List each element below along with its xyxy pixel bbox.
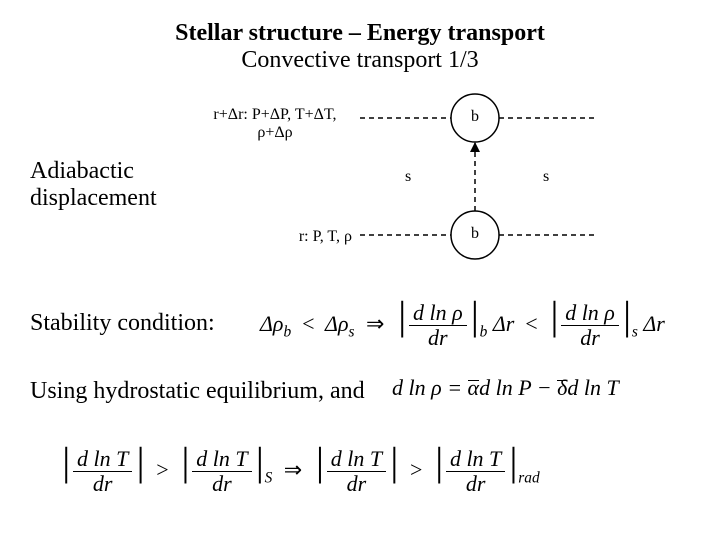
- equation-3: d ln Tdr > d ln TdrS ⇒ d ln Tdr > d ln T…: [60, 440, 540, 497]
- b-bottom: b: [471, 225, 479, 243]
- equilibrium-label: Using hydrostatic equilibrium, and: [30, 378, 365, 405]
- equation-2: d ln ρ = αd ln P − δd ln T: [392, 375, 619, 401]
- upper-state-line2: ρ+Δρ: [195, 124, 355, 142]
- lower-state-label: r: P, T, ρ: [232, 228, 352, 246]
- adiabatic-line2: displacement: [30, 185, 157, 212]
- equation-1: Δρb < Δρs ⇒ d ln ρdrb Δr < d ln ρdrs Δr: [260, 294, 665, 351]
- s-left: s: [405, 168, 411, 186]
- s-right: s: [543, 168, 549, 186]
- b-top: b: [471, 108, 479, 126]
- adiabatic-line1: Adiabactic: [30, 158, 157, 185]
- adiabatic-label: Adiabactic displacement: [30, 158, 157, 212]
- stability-label: Stability condition:: [30, 310, 215, 337]
- upper-state-line1: r+Δr: P+ΔP, T+ΔT,: [195, 106, 355, 124]
- diagram-svg: [0, 0, 720, 270]
- upper-state-label: r+Δr: P+ΔP, T+ΔT, ρ+Δρ: [195, 106, 355, 142]
